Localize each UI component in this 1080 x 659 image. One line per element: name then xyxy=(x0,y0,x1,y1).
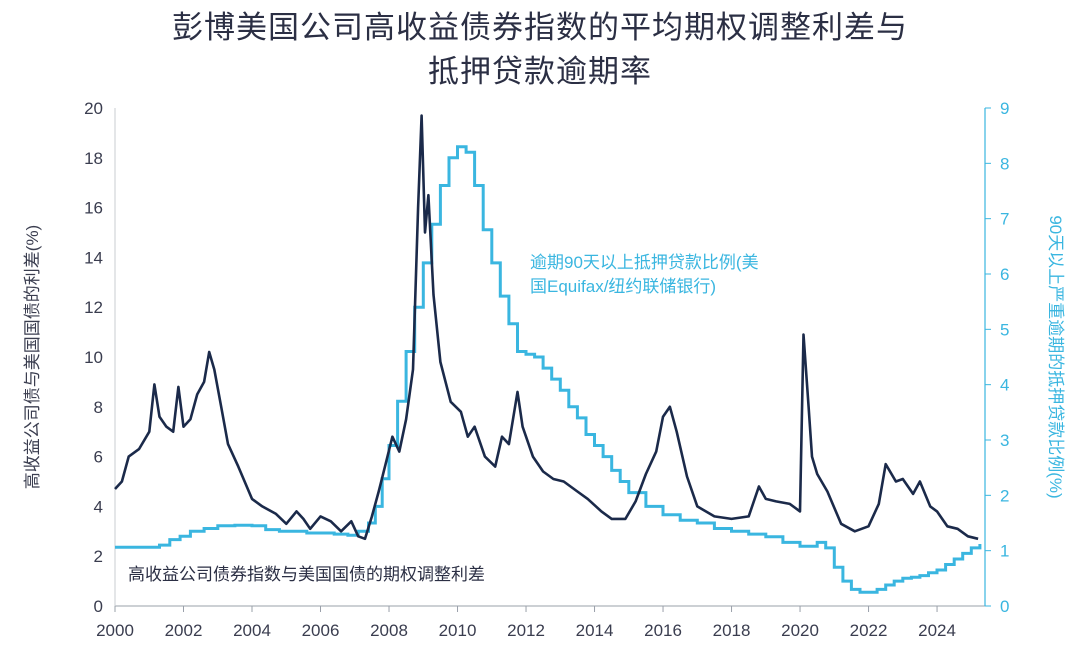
y-right-tick-label: 0 xyxy=(1000,597,1009,616)
y-left-tick-label: 18 xyxy=(84,149,103,168)
y-right-tick-label: 4 xyxy=(1000,376,1009,395)
x-tick-label: 2008 xyxy=(370,621,408,640)
x-tick-label: 2010 xyxy=(439,621,477,640)
x-tick-label: 2004 xyxy=(233,621,271,640)
x-tick-label: 2000 xyxy=(96,621,134,640)
chart-title-line1: 彭博美国公司高收益债券指数的平均期权调整利差与 xyxy=(172,10,908,46)
y-right-tick-label: 5 xyxy=(1000,320,1009,339)
x-tick-label: 2006 xyxy=(302,621,340,640)
y-left-tick-label: 14 xyxy=(84,248,103,267)
y-left-axis-label: 高收益公司债与美国国债的利差(%) xyxy=(23,225,42,489)
y-left-tick-label: 20 xyxy=(84,99,103,118)
x-tick-label: 2016 xyxy=(644,621,682,640)
series-oas-spread-line xyxy=(114,114,979,541)
y-left-tick-label: 4 xyxy=(94,497,103,516)
annotation-oas-spread: 高收益公司债券指数与美国国债的期权调整利差 xyxy=(128,565,485,584)
y-right-tick-label: 1 xyxy=(1000,542,1009,561)
y-left-tick-labels: 0 2 4 6 8 10 12 14 16 18 20 xyxy=(84,99,103,616)
x-tick-labels: 2000 2002 2004 2006 2008 2010 2012 2014 2016 2018… xyxy=(96,606,956,640)
y-left-tick-label: 10 xyxy=(84,348,103,367)
y-right-tick-label: 7 xyxy=(1000,210,1009,229)
y-right-tick-label: 3 xyxy=(1000,431,1009,450)
annotation-delinquency-line2: 国Equifax/纽约联储银行) xyxy=(530,277,716,296)
y-right-axis-label: 90天以上严重逾期的抵押贷款比例(%) xyxy=(1046,215,1065,498)
series-delinquency-line xyxy=(115,145,982,594)
y-right-tick-labels: 0 1 2 3 4 5 6 7 8 9 xyxy=(985,99,1009,616)
y-left-tick-label: 2 xyxy=(94,547,103,566)
x-tick-label: 2020 xyxy=(781,621,819,640)
y-left-tick-label: 16 xyxy=(84,199,103,218)
y-right-tick-label: 2 xyxy=(1000,486,1009,505)
x-tick-label: 2012 xyxy=(507,621,545,640)
y-left-tick-label: 8 xyxy=(94,398,103,417)
y-left-tick-label: 12 xyxy=(84,298,103,317)
x-tick-label: 2014 xyxy=(576,621,614,640)
annotation-delinquency-line1: 逾期90天以上抵押贷款比例(美 xyxy=(530,253,759,272)
y-right-tick-label: 9 xyxy=(1000,99,1009,118)
axes xyxy=(114,108,986,607)
x-tick-label: 2018 xyxy=(713,621,751,640)
y-right-tick-label: 6 xyxy=(1000,265,1009,284)
y-right-tick-label: 8 xyxy=(1000,154,1009,173)
x-tick-label: 2022 xyxy=(850,621,888,640)
y-left-tick-label: 6 xyxy=(94,448,103,467)
y-left-tick-label: 0 xyxy=(94,597,103,616)
x-tick-label: 2024 xyxy=(918,621,956,640)
x-tick-label: 2002 xyxy=(165,621,203,640)
chart-title-line2: 抵押贷款逾期率 xyxy=(428,54,652,90)
